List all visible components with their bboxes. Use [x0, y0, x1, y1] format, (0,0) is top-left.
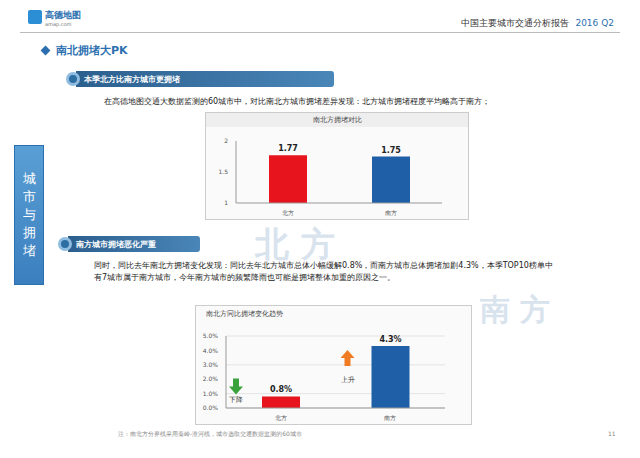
- html-text:城: 城: [22, 171, 36, 186]
- svg-text:上升: 上升: [341, 376, 355, 384]
- html-text:11: 11: [608, 430, 616, 437]
- svg-text:3.0%: 3.0%: [203, 361, 219, 368]
- svg-text:1.77: 1.77: [278, 144, 298, 153]
- html-text:堵: 堵: [22, 243, 36, 258]
- svg-text:5.0%: 5.0%: [203, 332, 219, 339]
- html-text:南方城市拥堵恶化严重: 南方城市拥堵恶化严重: [76, 239, 156, 249]
- html-text:本季北方比南方城市更拥堵: 本季北方比南方城市更拥堵: [84, 74, 180, 84]
- svg-text:南方: 南方: [385, 209, 397, 216]
- html-text:注：南北方分界线采用秦岭-淮河线，城市选取交通数据监测的60: 注：南北方分界线采用秦岭-淮河线，城市选取交通数据监测的60城市: [118, 430, 302, 437]
- svg-text:1.0%: 1.0%: [203, 390, 219, 397]
- svg-text:1.5: 1.5: [218, 168, 228, 175]
- html-text:拥: 拥: [22, 225, 36, 240]
- svg-text:1: 1: [224, 199, 228, 206]
- html-text:amap.com: amap.com: [45, 21, 72, 27]
- svg-text:下降: 下降: [229, 396, 243, 404]
- html-text:高德地图: 高德地图: [45, 10, 81, 20]
- svg-text:0.0%: 0.0%: [203, 404, 219, 411]
- html-text:在高德地图交通大数据监测的60城市中，对比南北方城市拥堵差异: 在高德地图交通大数据监测的60城市中，对比南北方城市拥堵差异发现：北方城市拥堵程…: [104, 97, 491, 106]
- svg-text:北方: 北方: [275, 414, 287, 421]
- svg-text:2.0%: 2.0%: [203, 375, 219, 382]
- svg-text:4.3%: 4.3%: [379, 335, 401, 344]
- html-text:市: 市: [22, 189, 36, 204]
- html-text:南北拥堵大PK: 南北拥堵大PK: [56, 44, 128, 57]
- svg-text:南方: 南方: [384, 414, 396, 421]
- html-text:中国主要城市交通分析报告: 中国主要城市交通分析报告: [461, 18, 570, 28]
- html-text:同时，同比去年南北方拥堵变化发现：同比去年北方城市总体小幅缓: 同时，同比去年南北方拥堵变化发现：同比去年北方城市总体小幅缓解0.8%，而南方城…: [94, 261, 553, 282]
- svg-text:0.8%: 0.8%: [270, 385, 292, 394]
- svg-text:北方: 北方: [282, 209, 294, 216]
- html-text:北 方: 北 方: [255, 224, 335, 264]
- html-text:南北方拥堵对比: 南北方拥堵对比: [312, 116, 362, 124]
- html-text:与: 与: [22, 207, 36, 222]
- svg-text:1.75: 1.75: [381, 146, 401, 155]
- html-text:2016 Q2: 2016 Q2: [575, 18, 614, 28]
- html-text:南 方: 南 方: [480, 292, 551, 327]
- svg-text:2: 2: [224, 137, 228, 144]
- html-text:南北方同比拥堵变化趋势: 南北方同比拥堵变化趋势: [206, 310, 283, 318]
- svg-text:4.0%: 4.0%: [203, 347, 219, 354]
